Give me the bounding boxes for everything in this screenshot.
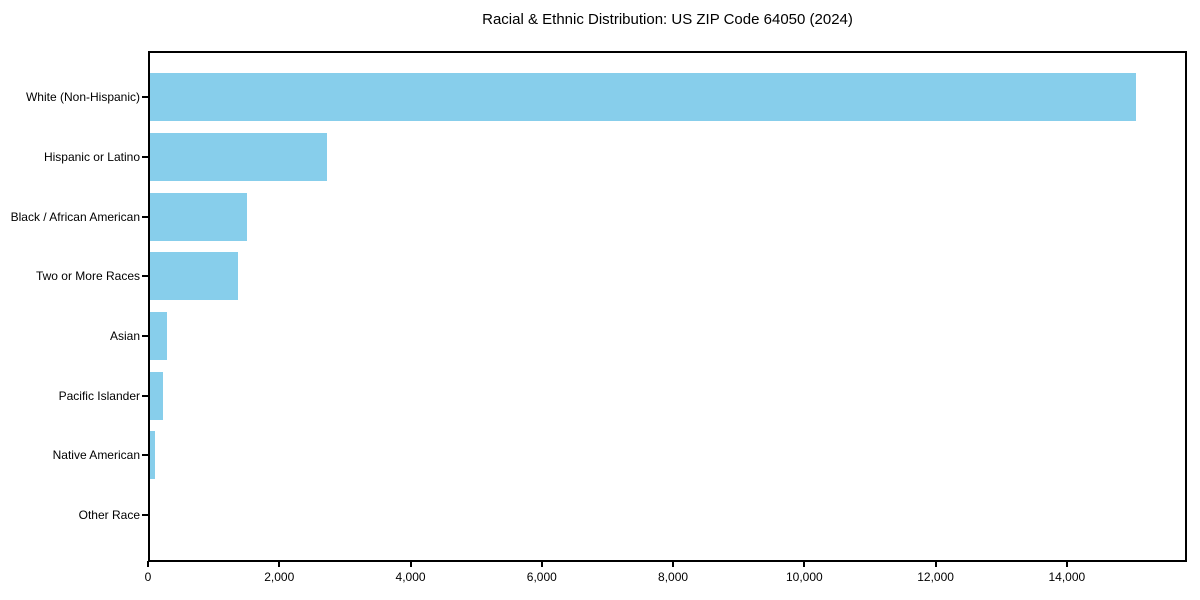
y-tick-label: White (Non-Hispanic) [25, 90, 140, 105]
y-tick-label: Native American [52, 448, 140, 463]
x-tick-label: 8,000 [658, 570, 689, 584]
y-tick-label: Hispanic or Latino [43, 149, 140, 164]
y-tick-label: Other Race [78, 507, 140, 522]
x-tick-mark [409, 561, 412, 567]
x-tick-label: 14,000 [1048, 570, 1086, 584]
x-tick-label: 2,000 [264, 570, 295, 584]
x-tick-mark [672, 561, 675, 567]
y-tick-label: Pacific Islander [58, 388, 140, 403]
x-tick-mark [934, 561, 937, 567]
y-tick-label: Two or More Races [35, 269, 140, 284]
x-tick-mark [803, 561, 806, 567]
bar [150, 252, 238, 301]
x-tick-label: 10,000 [785, 570, 823, 584]
y-tick-mark [142, 215, 148, 218]
bar [150, 371, 163, 420]
y-tick-mark [142, 394, 148, 397]
plot-area [148, 51, 1187, 562]
y-tick-mark [142, 275, 148, 278]
bar [150, 132, 327, 181]
x-tick-mark [1065, 561, 1068, 567]
y-tick-mark [142, 454, 148, 457]
y-tick-mark [142, 334, 148, 337]
x-tick-label: 4,000 [395, 570, 426, 584]
x-tick-mark [147, 561, 149, 567]
y-tick-mark [142, 96, 148, 99]
x-tick-label: 0 [144, 570, 152, 584]
y-tick-label: Black / African American [10, 209, 140, 224]
y-tick-mark [142, 155, 148, 158]
x-tick-mark [278, 561, 281, 567]
bar [150, 311, 167, 360]
chart-title: Racial & Ethnic Distribution: US ZIP Cod… [482, 11, 853, 28]
bar [150, 431, 155, 480]
y-tick-mark [142, 513, 148, 516]
x-tick-label: 6,000 [526, 570, 557, 584]
x-tick-mark [540, 561, 543, 567]
y-tick-label: Asian [109, 328, 140, 343]
bar [150, 192, 247, 241]
bar [150, 73, 1136, 122]
x-tick-label: 12,000 [917, 570, 954, 584]
